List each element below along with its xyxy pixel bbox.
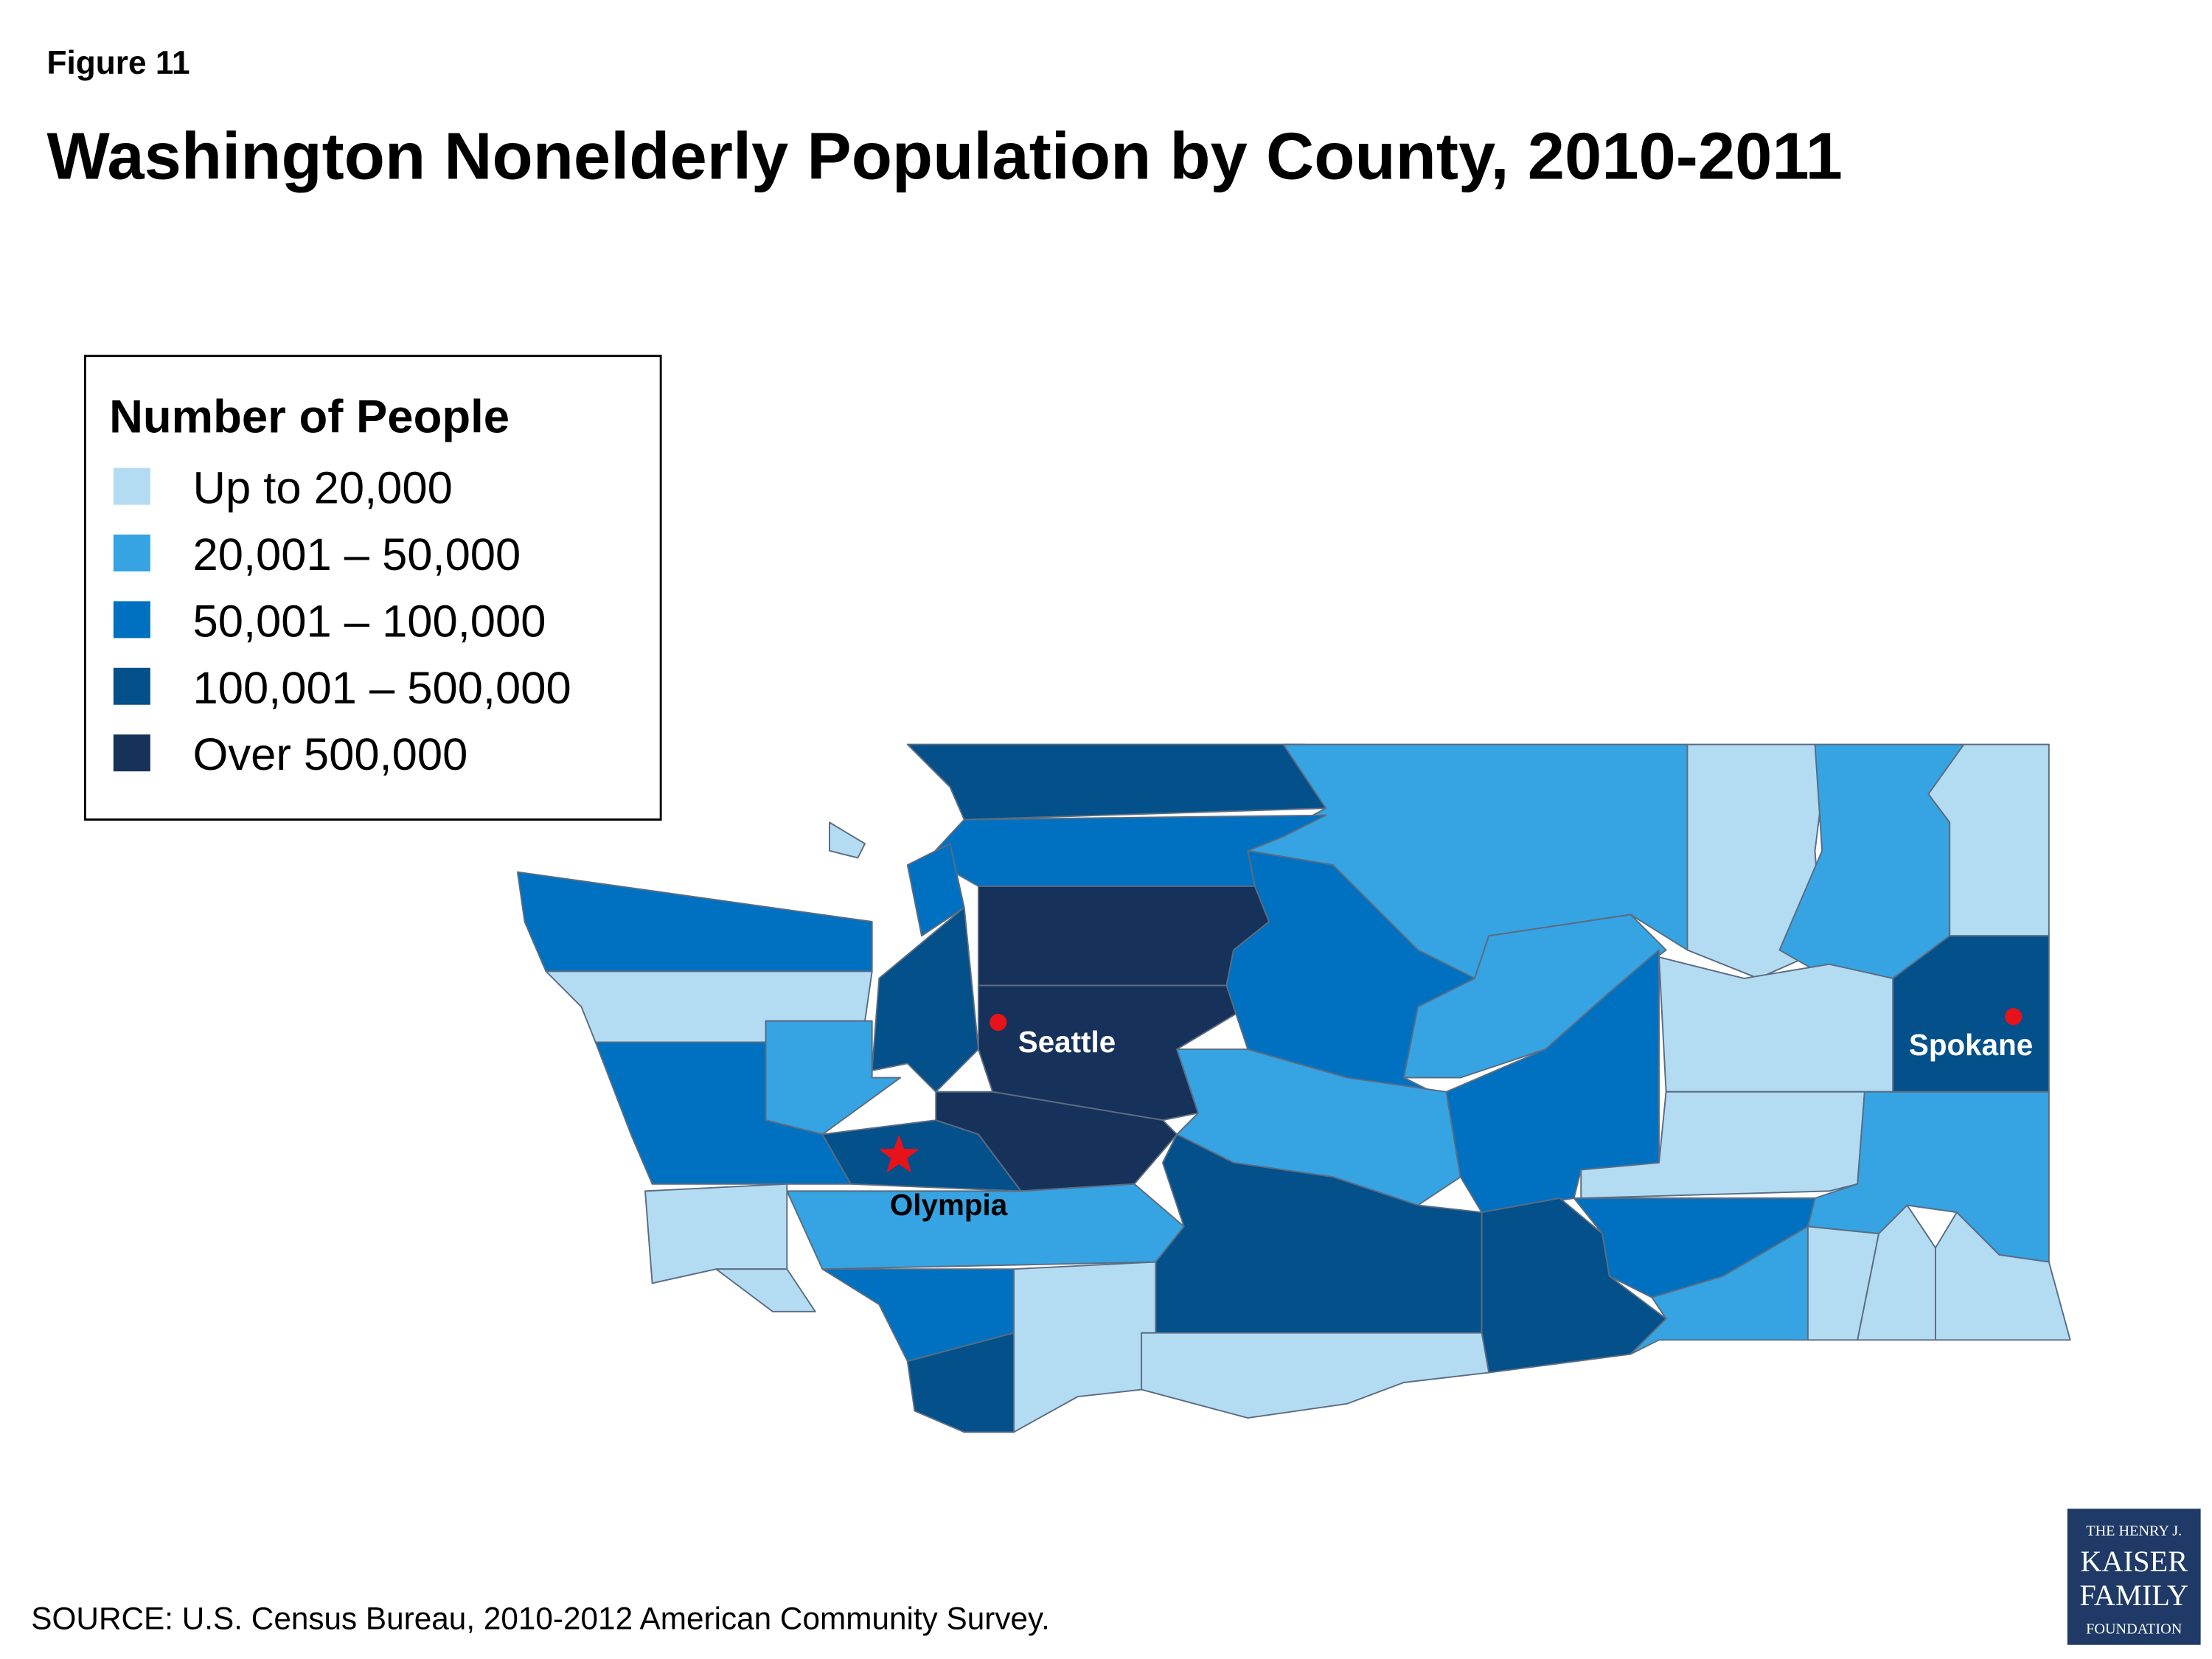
city-dot: [990, 1014, 1007, 1032]
legend-label: 20,001 – 50,000: [193, 529, 521, 580]
county: [977, 885, 1270, 987]
legend-swatch: [113, 601, 150, 639]
legend-swatch: [113, 467, 150, 505]
county: [594, 1041, 852, 1185]
logo: THE HENRY J. KAISER FAMILY FOUNDATION: [2067, 1509, 2201, 1645]
logo-text: THE HENRY J.: [2086, 1523, 2182, 1540]
county: [1013, 1261, 1157, 1433]
county: [829, 821, 866, 859]
city-label: Seattle: [1018, 1025, 1116, 1059]
county: [871, 906, 979, 1093]
county: [516, 871, 873, 973]
legend-box: [83, 355, 662, 821]
county: [1892, 935, 2050, 1093]
county: [1935, 1211, 2071, 1341]
county: [715, 1268, 816, 1312]
legend: Number of People Up to 20,000 20,001 – 50…: [83, 355, 662, 821]
logo-text: KAISER: [2080, 1545, 2188, 1578]
capital-star: [878, 1134, 919, 1173]
county: [906, 843, 965, 937]
source-note: SOURCE: U.S. Census Bureau, 2010-2012 Am…: [31, 1601, 1050, 1636]
figure-label: Figure 11: [46, 45, 189, 81]
city-label: Spokane: [1909, 1028, 2033, 1062]
logo-box: [2067, 1509, 2201, 1645]
logo-text: FOUNDATION: [2086, 1621, 2183, 1637]
legend-swatch: [113, 734, 150, 772]
county: [1141, 1332, 1490, 1419]
county-map: [516, 743, 2071, 1433]
legend-swatch: [113, 535, 150, 571]
legend-label: 100,001 – 500,000: [193, 663, 571, 714]
cities: Seattle Spokane Olympia: [878, 1008, 2033, 1222]
county: [906, 743, 1327, 821]
logo-text: FAMILY: [2079, 1579, 2188, 1612]
county: [545, 970, 873, 1043]
county: [821, 1268, 1015, 1363]
title: Washington Nonelderly Population by Coun…: [46, 119, 1843, 193]
county: [1630, 1225, 1809, 1355]
legend-label: Up to 20,000: [193, 463, 453, 514]
legend-label: Over 500,000: [193, 729, 468, 780]
county: [1658, 956, 1894, 1093]
city-label: Olympia: [890, 1188, 1008, 1222]
legend-label: 50,001 – 100,000: [193, 596, 546, 647]
legend-swatch: [113, 667, 150, 705]
legend-title: Number of People: [109, 392, 509, 443]
city-dot: [2005, 1008, 2023, 1026]
